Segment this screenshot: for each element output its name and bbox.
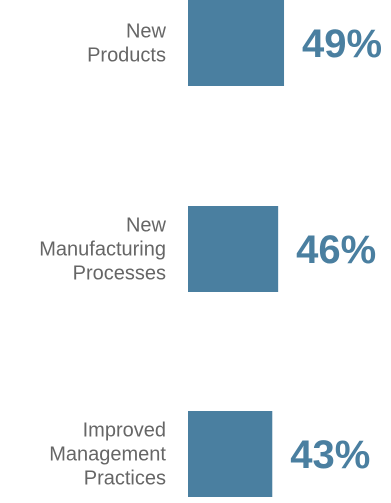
category-label-line: Products [87,45,166,67]
value-label-0: 49% [302,22,382,66]
category-label-line: Management [49,444,166,466]
category-label-2: Improved Management Practices [49,420,166,490]
category-label-0: New Products [87,21,166,67]
category-label-line: Processes [73,263,166,285]
category-label-line: Practices [84,468,166,490]
bar-1 [188,206,279,292]
category-label-line: Manufacturing [39,239,166,261]
category-label-line: New [126,215,167,237]
bar-2 [188,411,273,497]
value-label-2: 43% [290,433,370,477]
category-label-line: New [126,21,167,43]
bar-0 [188,0,285,86]
value-label-1: 46% [296,228,376,272]
category-label-line: Improved [83,420,166,442]
category-label-1: New Manufacturing Processes [39,215,166,285]
